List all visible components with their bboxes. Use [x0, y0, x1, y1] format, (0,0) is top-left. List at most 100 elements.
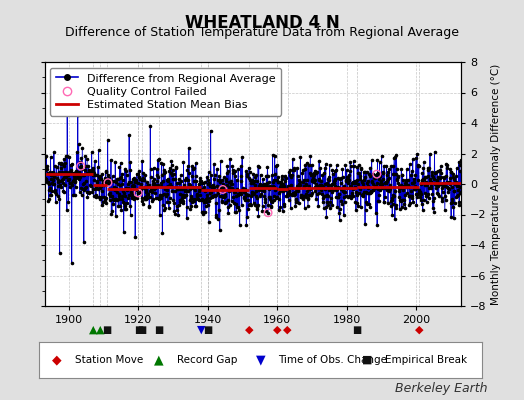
Point [337, 186, 346, 192]
Point [439, 180, 447, 186]
Point [314, 203, 322, 210]
Point [152, 195, 160, 201]
Point [81, 167, 89, 174]
Point [424, 195, 433, 201]
Point [109, 196, 117, 202]
Point [411, 183, 419, 190]
Point [84, 163, 93, 170]
Point [60, 156, 68, 162]
Point [134, 170, 143, 177]
Point [407, 172, 415, 179]
Point [64, 176, 73, 182]
Point [284, 182, 292, 189]
Point [60, 163, 68, 169]
Point [454, 186, 462, 193]
Point [282, 174, 290, 181]
Point [156, 194, 165, 201]
Point [63, 207, 71, 214]
Point [301, 162, 309, 168]
Point [91, 172, 99, 178]
Point [126, 166, 134, 173]
Point [136, 176, 144, 182]
Point [128, 195, 136, 201]
Point [89, 186, 97, 192]
Point [305, 192, 313, 198]
Point [282, 185, 291, 192]
Point [299, 179, 308, 186]
Point [233, 204, 242, 210]
Point [354, 170, 363, 177]
Point [434, 183, 442, 190]
Point [261, 180, 270, 187]
Point [283, 189, 292, 196]
Point [417, 178, 425, 184]
Point [163, 183, 172, 190]
Point [79, 180, 87, 187]
Point [162, 184, 170, 191]
Point [183, 204, 191, 211]
Point [257, 184, 265, 190]
Point [389, 171, 398, 177]
Point [291, 197, 300, 204]
Point [223, 182, 231, 188]
Point [396, 185, 404, 192]
Point [306, 170, 314, 176]
Point [114, 202, 123, 209]
Point [192, 177, 201, 184]
Point [300, 177, 308, 184]
Point [194, 184, 202, 190]
Point [456, 190, 464, 196]
Point [173, 185, 182, 192]
Point [316, 165, 324, 171]
Point [100, 182, 108, 188]
Point [385, 186, 394, 192]
Point [256, 171, 265, 178]
Point [43, 166, 51, 172]
Point [201, 209, 209, 215]
Point [374, 186, 382, 192]
Point [432, 182, 440, 188]
Point [402, 177, 410, 183]
Point [342, 178, 351, 184]
Point [428, 168, 436, 175]
Point [379, 168, 387, 175]
Point [103, 137, 112, 143]
Point [358, 180, 367, 187]
Point [330, 178, 338, 184]
Point [320, 193, 329, 199]
Point [453, 193, 462, 199]
Point [389, 193, 398, 199]
Point [189, 196, 198, 202]
Point [196, 178, 204, 184]
Point [71, 179, 79, 185]
Point [260, 196, 269, 202]
Point [388, 197, 396, 203]
Point [302, 177, 311, 183]
Point [176, 191, 184, 198]
Point [239, 188, 247, 194]
Point [259, 184, 267, 190]
Point [149, 178, 158, 184]
Point [278, 172, 286, 179]
Point [300, 183, 309, 189]
Point [95, 196, 104, 203]
Point [369, 187, 377, 194]
Point [370, 184, 378, 191]
Point [98, 188, 106, 194]
Point [261, 198, 269, 205]
Point [351, 184, 359, 190]
Point [168, 172, 177, 178]
Point [245, 164, 253, 171]
Point [227, 198, 236, 204]
Point [455, 202, 463, 208]
Point [443, 184, 451, 190]
Point [337, 198, 345, 204]
Point [194, 181, 203, 188]
Point [59, 176, 67, 182]
Point [190, 178, 198, 184]
Point [87, 182, 95, 189]
Point [441, 183, 450, 189]
Point [279, 208, 287, 214]
Point [347, 183, 355, 189]
Point [270, 152, 279, 159]
